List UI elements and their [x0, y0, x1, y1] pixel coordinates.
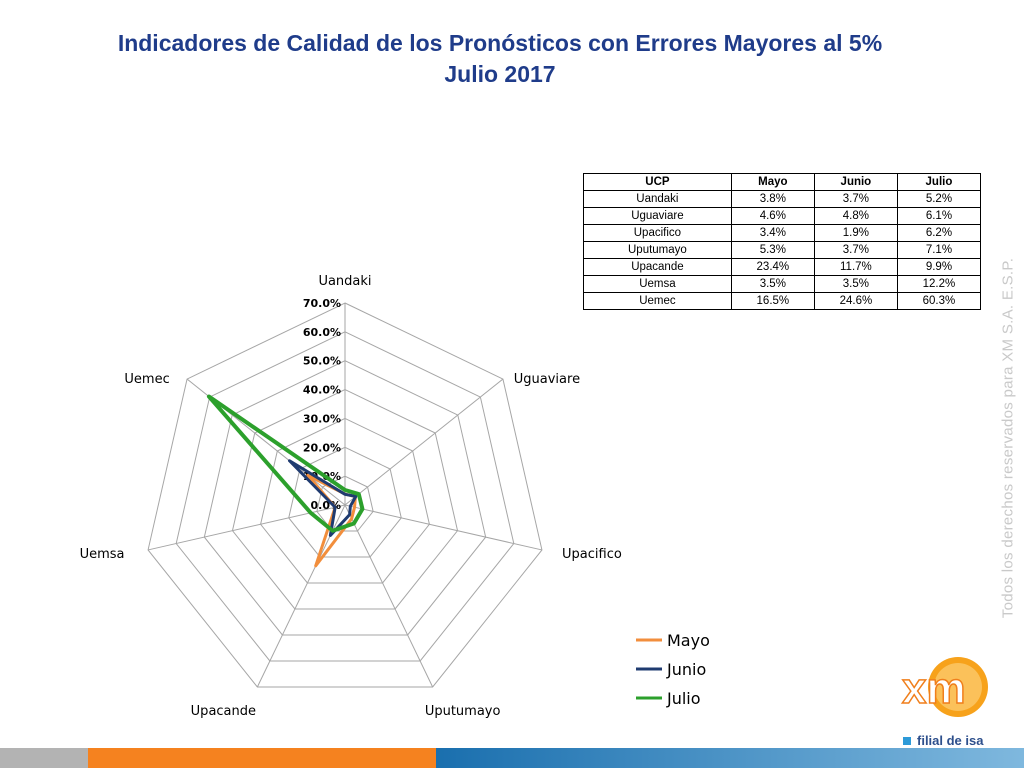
- table-cell: 3.7%: [813, 190, 898, 208]
- table-header: Mayo: [730, 173, 815, 191]
- category-label: Upacande: [191, 704, 256, 719]
- grid-ring: [288, 446, 402, 558]
- category-label: Uandaki: [318, 274, 371, 289]
- category-label: Upacifico: [562, 547, 622, 562]
- table-cell: 24.6%: [813, 292, 898, 310]
- band-blue: [436, 748, 1024, 768]
- isa-square-icon: [903, 736, 911, 745]
- table-row: Uputumayo 5.3% 3.7% 7.1%: [583, 241, 982, 259]
- table-header: Junio: [813, 173, 898, 191]
- table-cell: Uputumayo: [583, 241, 732, 259]
- copyright-watermark: Todos los derechos reservados para XM S.…: [999, 257, 1017, 619]
- tick-label: 30.0%: [303, 412, 341, 425]
- tick-label: 40.0%: [303, 384, 341, 397]
- table-cell: 4.8%: [813, 207, 898, 225]
- table-cell: 60.3%: [896, 292, 982, 310]
- table-cell: Uemec: [583, 292, 732, 310]
- table-row: Uandaki 3.8% 3.7% 5.2%: [583, 190, 982, 208]
- table-cell: 1.9%: [813, 224, 898, 242]
- table-cell: 3.5%: [730, 275, 815, 293]
- band-orange: [88, 748, 436, 768]
- table-header: UCP: [583, 173, 732, 191]
- band-gray: [0, 748, 88, 768]
- title-line-2: Julio 2017: [444, 61, 556, 87]
- legend-label: Julio: [666, 689, 701, 708]
- tick-label: 20.0%: [303, 441, 341, 454]
- grid-ring: [203, 360, 487, 636]
- series-line-junio: [287, 459, 358, 537]
- table-cell: 4.6%: [730, 207, 815, 225]
- axis-spoke: [344, 504, 434, 688]
- table-cell: 3.7%: [813, 241, 898, 259]
- bottom-color-band: [0, 748, 1024, 768]
- xm-logo: xm: [901, 657, 988, 717]
- table-cell: Uemsa: [583, 275, 732, 293]
- table-cell: Upacande: [583, 258, 732, 276]
- grid-ring: [147, 302, 543, 688]
- tick-label: 0.0%: [310, 499, 341, 512]
- category-label: Uemec: [124, 372, 169, 387]
- table-cell: 5.2%: [896, 190, 982, 208]
- table-cell: Uandaki: [583, 190, 732, 208]
- table-cell: 7.1%: [896, 241, 982, 259]
- data-table: UCP Mayo Junio Julio Uandaki 3.8% 3.7% 5.2%…: [583, 173, 982, 310]
- table-row: Uemec 16.5% 24.6% 60.3%: [583, 292, 982, 310]
- table-row: Uguaviare 4.6% 4.8% 6.1%: [583, 207, 982, 225]
- category-label: Uguaviare: [514, 372, 580, 387]
- table-row: Upacifico 3.4% 1.9% 6.2%: [583, 224, 982, 242]
- table-cell: Upacifico: [583, 224, 732, 242]
- logo-caption-text: filial de isa: [917, 733, 984, 748]
- table-cell: 23.4%: [730, 258, 815, 276]
- table-cell: 11.7%: [813, 258, 898, 276]
- logo-caption: filial de isa: [903, 733, 983, 748]
- tick-label: 70.0%: [303, 297, 341, 310]
- table-cell: 16.5%: [730, 292, 815, 310]
- table-cell: 3.4%: [730, 224, 815, 242]
- table-header: Julio: [896, 173, 982, 191]
- tick-label: 60.0%: [303, 326, 341, 339]
- table-cell: 3.8%: [730, 190, 815, 208]
- category-label: Uputumayo: [425, 704, 501, 719]
- legend-label: Mayo: [667, 631, 710, 650]
- radar-chart: 0.0%10.0%20.0%30.0%40.0%50.0%60.0%70.0%U…: [80, 274, 710, 719]
- table-header-row: UCP Mayo Junio Julio: [583, 173, 982, 191]
- series-line-julio: [206, 394, 365, 533]
- table-cell: 5.3%: [730, 241, 815, 259]
- table-cell: 6.2%: [896, 224, 982, 242]
- title-line-1: Indicadores de Calidad de los Pronóstico…: [117, 30, 883, 56]
- table-cell: Uguaviare: [583, 207, 732, 225]
- grid-ring: [175, 331, 515, 662]
- tick-label: 50.0%: [303, 355, 341, 368]
- table-row: Upacande 23.4% 11.7% 9.9%: [583, 258, 982, 276]
- grid-ring: [231, 389, 459, 610]
- table-cell: 6.1%: [896, 207, 982, 225]
- grid-ring: [260, 417, 430, 584]
- axis-spoke: [344, 378, 504, 506]
- table-cell: 12.2%: [896, 275, 982, 293]
- legend-label: Junio: [666, 660, 706, 679]
- table-cell: 9.9%: [896, 258, 982, 276]
- table-row: Uemsa 3.5% 3.5% 12.2%: [583, 275, 982, 293]
- category-label: Uemsa: [80, 547, 125, 562]
- page-title: Indicadores de Calidad de los Pronóstico…: [0, 28, 1000, 90]
- axis-spoke: [344, 504, 543, 551]
- table-cell: 3.5%: [813, 275, 898, 293]
- logo-text: xm: [902, 664, 966, 713]
